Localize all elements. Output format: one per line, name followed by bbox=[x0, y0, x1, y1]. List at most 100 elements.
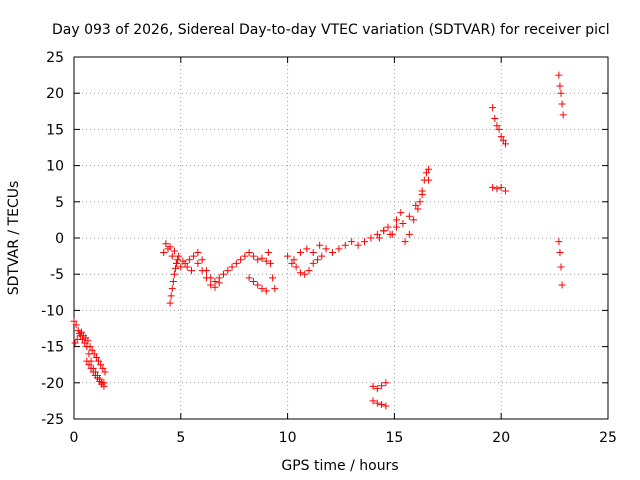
data-point bbox=[558, 100, 566, 108]
data-point bbox=[382, 379, 390, 387]
x-tick-label: 25 bbox=[599, 430, 617, 446]
data-point bbox=[167, 292, 175, 300]
data-point bbox=[262, 287, 270, 295]
data-point bbox=[373, 230, 381, 238]
data-point bbox=[296, 248, 304, 256]
x-axis-label: GPS time / hours bbox=[281, 458, 398, 474]
data-point bbox=[557, 89, 565, 97]
data-point bbox=[556, 82, 564, 90]
data-point bbox=[284, 252, 292, 260]
data-point bbox=[501, 187, 509, 195]
data-point bbox=[501, 140, 509, 148]
data-point bbox=[171, 264, 179, 272]
data-point bbox=[489, 183, 497, 191]
y-tick-label: -25 bbox=[41, 412, 64, 428]
data-point bbox=[86, 343, 94, 351]
data-point bbox=[373, 385, 381, 393]
data-point bbox=[348, 238, 356, 246]
data-point bbox=[303, 245, 311, 253]
chart-title: Day 093 of 2026, Sidereal Day-to-day VTE… bbox=[52, 22, 610, 38]
data-point bbox=[367, 234, 375, 242]
data-point bbox=[397, 209, 405, 217]
data-point bbox=[369, 382, 377, 390]
data-point bbox=[393, 216, 401, 224]
data-point bbox=[220, 270, 228, 278]
data-point bbox=[92, 353, 100, 361]
data-point bbox=[207, 281, 215, 289]
data-point bbox=[420, 176, 428, 184]
data-point bbox=[71, 339, 79, 347]
data-point bbox=[559, 111, 567, 119]
data-point bbox=[162, 240, 170, 248]
data-point bbox=[97, 361, 105, 369]
data-point bbox=[410, 216, 418, 224]
data-point bbox=[166, 299, 174, 307]
data-point bbox=[93, 374, 101, 382]
data-point bbox=[388, 230, 396, 238]
data-point bbox=[264, 248, 272, 256]
data-point bbox=[290, 256, 298, 264]
data-point bbox=[322, 245, 330, 253]
grid bbox=[74, 57, 608, 419]
y-tick-label: 0 bbox=[55, 231, 64, 247]
data-point bbox=[314, 256, 322, 264]
data-point bbox=[166, 243, 174, 251]
data-point bbox=[228, 263, 236, 271]
data-point bbox=[170, 247, 178, 255]
data-point bbox=[305, 267, 313, 275]
data-point bbox=[179, 257, 187, 265]
data-point bbox=[168, 252, 176, 260]
data-point bbox=[354, 241, 362, 249]
data-point bbox=[292, 263, 300, 271]
data-point bbox=[215, 279, 223, 287]
data-point bbox=[198, 256, 206, 264]
data-point bbox=[493, 185, 501, 193]
data-point bbox=[341, 241, 349, 249]
data-point bbox=[296, 269, 304, 277]
data-point bbox=[425, 165, 433, 173]
data-point bbox=[85, 361, 93, 369]
data-point bbox=[380, 227, 388, 235]
data-point bbox=[375, 234, 383, 242]
data-point bbox=[198, 267, 206, 275]
data-point bbox=[194, 248, 202, 256]
x-tick-label: 10 bbox=[279, 430, 297, 446]
data-point bbox=[177, 263, 185, 271]
data-point bbox=[378, 382, 386, 390]
data-point bbox=[414, 205, 422, 213]
x-axis: 0 5 10 15 20 25 bbox=[70, 57, 617, 446]
data-point bbox=[70, 317, 78, 325]
data-point bbox=[232, 259, 240, 267]
data-point bbox=[555, 238, 563, 246]
y-tick-label: 10 bbox=[46, 159, 64, 175]
data-point bbox=[74, 327, 82, 335]
data-point bbox=[369, 397, 377, 405]
y-axis: -25 -20 -15 -10 -5 0 5 10 15 20 25 bbox=[41, 50, 608, 428]
data-point bbox=[318, 252, 326, 260]
data-point bbox=[194, 259, 202, 267]
x-tick-label: 5 bbox=[176, 430, 185, 446]
data-point bbox=[202, 274, 210, 282]
data-point bbox=[418, 187, 426, 195]
data-point bbox=[493, 122, 501, 130]
data-point bbox=[187, 267, 195, 275]
data-point bbox=[422, 169, 430, 177]
data-point bbox=[491, 115, 499, 123]
data-point bbox=[224, 267, 232, 275]
data-point bbox=[328, 248, 336, 256]
data-point bbox=[249, 277, 257, 285]
data-point bbox=[262, 257, 270, 265]
data-point bbox=[83, 357, 91, 365]
data-point bbox=[73, 335, 81, 343]
data-point bbox=[95, 357, 103, 365]
data-point bbox=[254, 256, 262, 264]
data-point bbox=[378, 401, 386, 409]
data-point bbox=[416, 198, 424, 206]
x-tick-label: 0 bbox=[70, 430, 79, 446]
data-point bbox=[405, 212, 413, 220]
y-tick-label: -20 bbox=[41, 376, 64, 392]
y-tick-label: 5 bbox=[55, 195, 64, 211]
data-point bbox=[89, 368, 97, 376]
y-tick-label: 25 bbox=[46, 50, 64, 66]
